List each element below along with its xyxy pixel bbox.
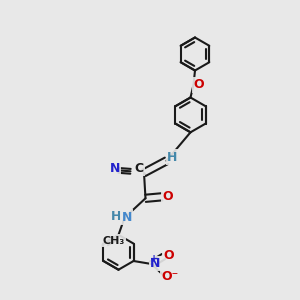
Text: O: O xyxy=(194,78,204,92)
Text: N: N xyxy=(122,211,132,224)
Text: O: O xyxy=(162,190,173,203)
Text: H: H xyxy=(110,210,121,223)
Text: +: + xyxy=(150,254,158,264)
Text: N: N xyxy=(110,161,120,175)
Text: H: H xyxy=(167,151,178,164)
Text: N: N xyxy=(150,257,160,270)
Text: CH₃: CH₃ xyxy=(103,236,125,246)
Text: O: O xyxy=(163,248,174,262)
Text: O⁻: O⁻ xyxy=(161,270,179,284)
Text: C: C xyxy=(134,162,143,175)
